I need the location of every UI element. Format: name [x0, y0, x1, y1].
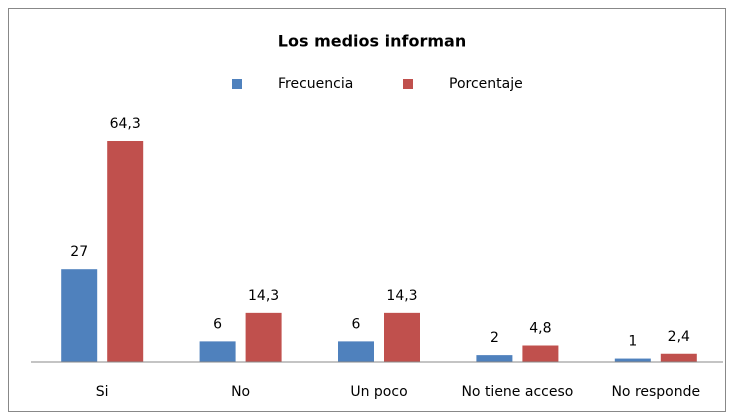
legend-label: Porcentaje — [449, 76, 523, 92]
bar — [61, 269, 98, 362]
data-label: 14,3 — [386, 288, 417, 304]
data-label: 6 — [213, 316, 222, 332]
data-label: 2 — [490, 330, 499, 346]
bar — [338, 341, 374, 362]
data-label: 14,3 — [248, 288, 279, 304]
x-tick-label: No tiene acceso — [461, 384, 573, 400]
data-label: 1 — [628, 334, 637, 350]
x-tick-label: Si — [96, 384, 109, 400]
x-tick-label: Un poco — [350, 384, 407, 400]
legend-label: Frecuencia — [278, 76, 353, 92]
bar — [660, 353, 697, 362]
bar — [107, 141, 144, 362]
data-label: 4,8 — [529, 321, 551, 337]
legend-swatch — [232, 79, 242, 89]
data-label: 6 — [352, 316, 361, 332]
chart-title: Los medios informan — [278, 32, 466, 51]
x-tick-label: No — [231, 384, 250, 400]
data-label: 2,4 — [668, 329, 690, 345]
legend-swatch — [403, 79, 413, 89]
bar — [614, 358, 651, 362]
data-label: 27 — [70, 244, 88, 260]
data-label: 64,3 — [110, 116, 141, 132]
bar — [384, 312, 420, 362]
bar — [245, 312, 282, 362]
bar — [199, 341, 236, 362]
bar — [522, 345, 559, 362]
bar — [476, 355, 513, 362]
x-tick-label: No responde — [611, 384, 700, 400]
